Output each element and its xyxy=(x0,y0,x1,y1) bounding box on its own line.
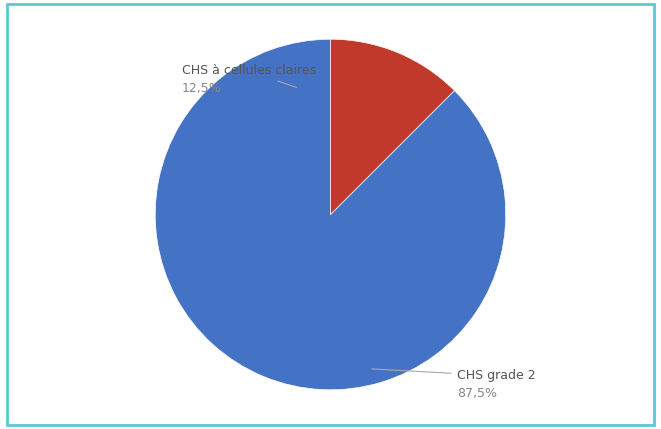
Wedge shape xyxy=(155,39,506,390)
Text: CHS à cellules claires: CHS à cellules claires xyxy=(182,64,316,88)
Text: 87,5%: 87,5% xyxy=(457,387,496,400)
Text: 12,5%: 12,5% xyxy=(182,82,221,95)
Wedge shape xyxy=(330,39,455,214)
Text: CHS grade 2: CHS grade 2 xyxy=(372,369,535,382)
